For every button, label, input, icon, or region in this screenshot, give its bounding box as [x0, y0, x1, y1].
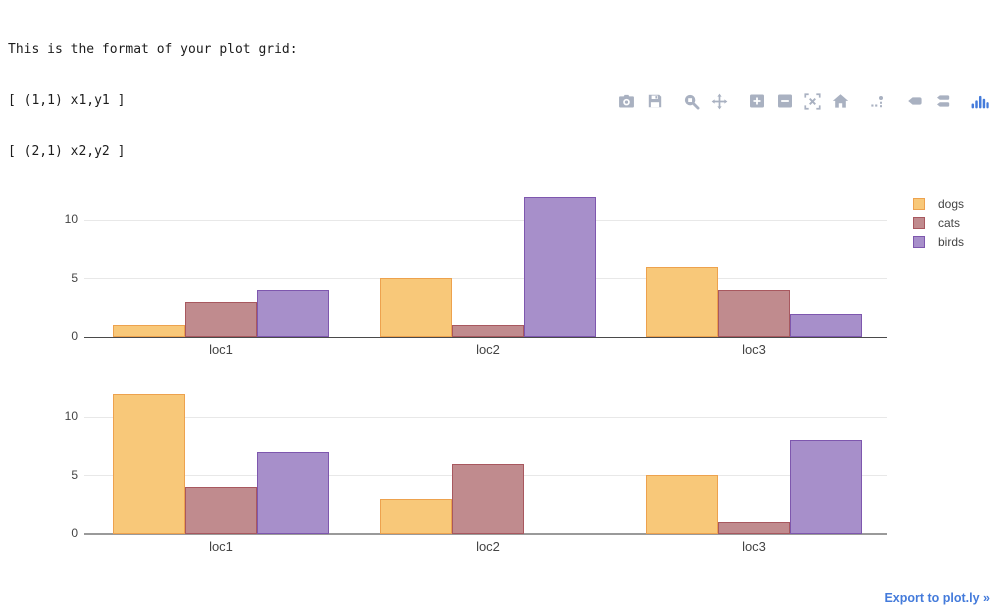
- bar-birds-loc3[interactable]: [790, 440, 862, 534]
- reset-home-icon[interactable]: [830, 90, 851, 112]
- legend-label: cats: [938, 215, 961, 230]
- y-tick-label: 5: [71, 270, 78, 285]
- gridline: [84, 416, 887, 418]
- export-plotly-link[interactable]: Export to plot.ly »: [884, 591, 990, 605]
- legend-swatch: [913, 197, 925, 210]
- bar-cats-loc3[interactable]: [718, 522, 790, 534]
- x-tick-label: loc3: [742, 342, 766, 357]
- bar-cats-loc1[interactable]: [185, 302, 257, 337]
- bar-dogs-loc1[interactable]: [113, 394, 185, 534]
- save-icon[interactable]: [644, 90, 665, 112]
- camera-icon[interactable]: [616, 90, 637, 112]
- y-tick-label: 0: [71, 526, 78, 540]
- bar-dogs-loc2[interactable]: [380, 499, 452, 534]
- x-tick-label: loc1: [209, 342, 233, 357]
- spikelines-icon[interactable]: [867, 90, 888, 112]
- bar-cats-loc2[interactable]: [452, 464, 524, 534]
- zoom-in-icon[interactable]: [746, 90, 767, 112]
- y-tick-label: 10: [64, 212, 78, 226]
- legend-swatch: [913, 235, 925, 248]
- hover-compare-icon[interactable]: [932, 90, 953, 112]
- x-axis-line: [84, 533, 887, 535]
- grid-format-text: This is the format of your plot grid: [ …: [8, 7, 298, 194]
- gridline: [84, 278, 887, 279]
- y-tick-label: 5: [71, 467, 78, 482]
- legend: dogs cats birds: [913, 194, 964, 251]
- bar-dogs-loc1[interactable]: [113, 325, 185, 337]
- legend-swatch: [913, 216, 925, 229]
- bar-birds-loc3[interactable]: [790, 314, 862, 337]
- pan-icon[interactable]: [709, 90, 730, 112]
- console-line: [ (1,1) x1,y1 ]: [8, 93, 126, 108]
- bar-dogs-loc3[interactable]: [646, 267, 718, 337]
- legend-item-cats[interactable]: cats: [913, 213, 964, 232]
- legend-item-dogs[interactable]: dogs: [913, 194, 964, 213]
- x-tick-label: loc3: [742, 539, 766, 554]
- plotly-modebar: [609, 90, 990, 112]
- x-tick-label: loc2: [476, 539, 500, 554]
- x-axis-line: [84, 336, 887, 338]
- zoom-icon[interactable]: [681, 90, 702, 112]
- legend-label: birds: [938, 234, 965, 249]
- bar-birds-loc2[interactable]: [524, 197, 596, 337]
- autoscale-icon[interactable]: [802, 90, 823, 112]
- y-tick-label: 10: [64, 409, 78, 423]
- legend-label: dogs: [938, 196, 965, 211]
- bar-cats-loc1[interactable]: [185, 487, 257, 534]
- hover-closest-icon[interactable]: [904, 90, 925, 112]
- plotly-logo-icon[interactable]: [969, 90, 990, 112]
- bar-birds-loc1[interactable]: [257, 452, 329, 534]
- zoom-out-icon[interactable]: [774, 90, 795, 112]
- console-line: This is the format of your plot grid:: [8, 42, 298, 57]
- y-tick-label: 0: [71, 329, 78, 343]
- console-line: [ (2,1) x2,y2 ]: [8, 144, 126, 159]
- bar-birds-loc1[interactable]: [257, 290, 329, 337]
- legend-item-birds[interactable]: birds: [913, 232, 964, 251]
- x-tick-label: loc2: [476, 342, 500, 357]
- bar-dogs-loc3[interactable]: [646, 475, 718, 534]
- x-tick-label: loc1: [209, 539, 233, 554]
- gridline: [84, 219, 887, 221]
- bar-cats-loc2[interactable]: [452, 325, 524, 337]
- bar-dogs-loc2[interactable]: [380, 278, 452, 337]
- bar-cats-loc3[interactable]: [718, 290, 790, 337]
